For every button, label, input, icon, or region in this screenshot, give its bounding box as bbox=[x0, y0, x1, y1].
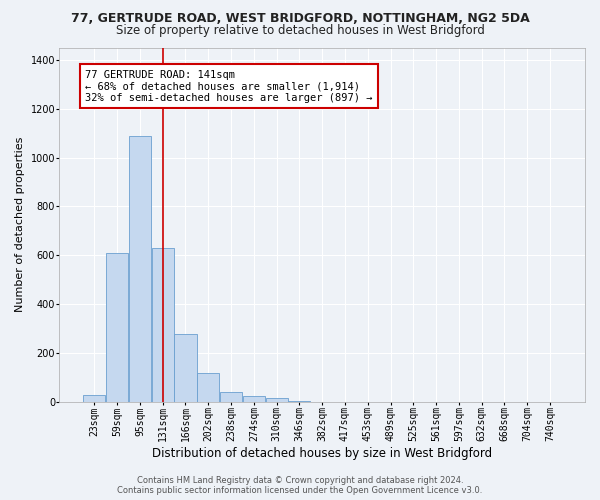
Bar bbox=[197, 372, 220, 402]
Bar bbox=[152, 248, 174, 402]
Y-axis label: Number of detached properties: Number of detached properties bbox=[15, 137, 25, 312]
Bar bbox=[243, 396, 265, 402]
Text: Contains HM Land Registry data © Crown copyright and database right 2024.
Contai: Contains HM Land Registry data © Crown c… bbox=[118, 476, 482, 495]
Bar bbox=[175, 334, 197, 402]
Text: 77, GERTRUDE ROAD, WEST BRIDGFORD, NOTTINGHAM, NG2 5DA: 77, GERTRUDE ROAD, WEST BRIDGFORD, NOTTI… bbox=[71, 12, 529, 26]
X-axis label: Distribution of detached houses by size in West Bridgford: Distribution of detached houses by size … bbox=[152, 447, 492, 460]
Bar bbox=[289, 401, 310, 402]
Bar bbox=[106, 253, 128, 402]
Text: 77 GERTRUDE ROAD: 141sqm
← 68% of detached houses are smaller (1,914)
32% of sem: 77 GERTRUDE ROAD: 141sqm ← 68% of detach… bbox=[85, 70, 373, 102]
Bar bbox=[83, 394, 106, 402]
Bar bbox=[266, 398, 287, 402]
Bar bbox=[220, 392, 242, 402]
Bar bbox=[129, 136, 151, 402]
Text: Size of property relative to detached houses in West Bridgford: Size of property relative to detached ho… bbox=[116, 24, 484, 37]
